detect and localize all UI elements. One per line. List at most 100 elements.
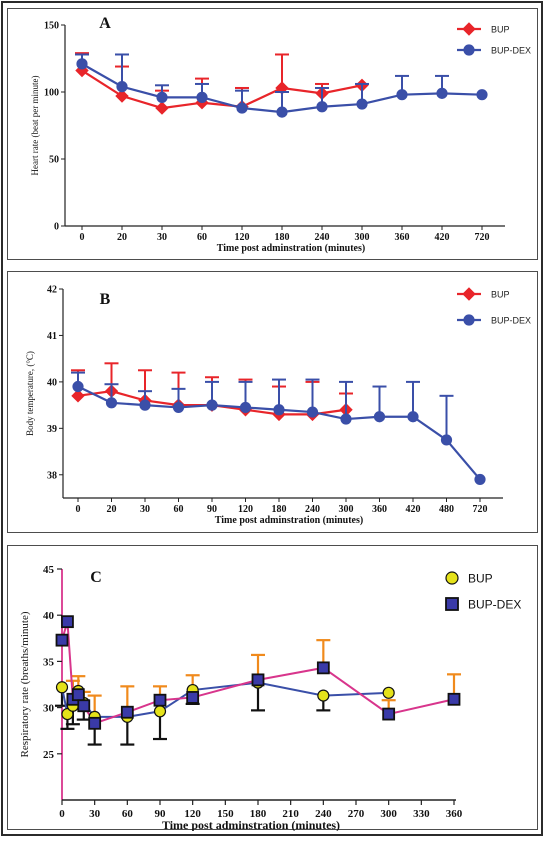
x-tick-label: 360 [446, 808, 463, 820]
y-tick-label: 45 [43, 564, 55, 576]
data-point [356, 98, 368, 110]
data-point [276, 106, 288, 118]
data-point [71, 688, 85, 702]
y-axis-label: Respiratory rate (breaths/minute) [19, 611, 31, 757]
legend-label: BUP-DEX [468, 598, 521, 612]
data-point [172, 401, 185, 414]
x-tick-label: 20 [107, 504, 117, 515]
y-tick-label: 40 [47, 377, 57, 388]
x-tick-label: 120 [235, 232, 250, 243]
data-point [153, 705, 167, 718]
x-tick-label: 240 [315, 808, 332, 820]
x-tick-label: 30 [89, 808, 101, 820]
legend-label: BUP [491, 290, 510, 300]
data-point [373, 411, 386, 423]
data-point [206, 399, 218, 411]
x-tick-label: 720 [473, 504, 488, 515]
data-point [156, 91, 168, 103]
data-point [153, 693, 167, 707]
data-point [139, 399, 151, 411]
data-point [474, 473, 486, 486]
y-tick-label: 38 [47, 470, 57, 481]
x-tick-label: 120 [238, 504, 253, 515]
x-tick-label: 420 [406, 504, 421, 515]
data-point [382, 707, 396, 721]
x-tick-label: 180 [272, 504, 287, 515]
panel-label: C [90, 569, 102, 586]
data-point [382, 686, 395, 699]
data-point [196, 91, 208, 103]
data-point [407, 411, 419, 423]
x-tick-label: 60 [197, 232, 207, 243]
x-tick-label: 30 [140, 504, 150, 515]
x-tick-label: 480 [439, 504, 454, 515]
legend-marker [463, 314, 475, 326]
x-axis-label: Time post adminstration (minutes) [162, 818, 340, 831]
data-point [61, 615, 74, 629]
series-bup-dex [71, 371, 486, 486]
data-point [436, 87, 448, 99]
data-point [317, 689, 330, 702]
y-tick-label: 100 [44, 88, 59, 99]
y-tick-label: 39 [47, 424, 57, 435]
x-tick-label: 420 [435, 232, 450, 243]
y-tick-label: 25 [43, 749, 55, 761]
series-bup [55, 676, 395, 723]
x-tick-label: 240 [305, 504, 320, 515]
x-tick-label: 360 [395, 232, 410, 243]
y-tick-label: 150 [44, 21, 59, 32]
x-tick-label: 0 [80, 232, 85, 243]
x-tick-label: 180 [250, 808, 267, 820]
data-point [236, 102, 248, 114]
y-axis-label: Heart rate (beat per minute) [30, 76, 40, 176]
x-tick-label: 150 [217, 808, 234, 820]
series-bup-dex [75, 53, 488, 118]
legend-marker [445, 571, 459, 585]
x-tick-label: 90 [207, 504, 217, 515]
data-point [116, 81, 128, 93]
x-tick-label: 360 [372, 504, 387, 515]
data-point [120, 705, 134, 719]
x-tick-label: 120 [184, 808, 201, 820]
data-point [447, 692, 461, 706]
series-line [81, 69, 363, 110]
panel-b: 38 39 40 41 42 0 20 30 60 90 120 180 240 300 360 420 480… [7, 271, 538, 533]
y-tick-label: 50 [49, 155, 59, 166]
data-point [251, 673, 265, 687]
data-point [88, 716, 102, 730]
data-point [340, 413, 352, 425]
data-point [396, 89, 408, 101]
data-point [55, 681, 69, 694]
x-tick-label: 90 [155, 808, 167, 820]
x-tick-label: 30 [157, 232, 167, 243]
legend-label: BUP [491, 25, 510, 35]
legend-marker [463, 44, 475, 56]
data-point [115, 89, 129, 103]
data-point [316, 101, 328, 113]
x-tick-label: 210 [282, 808, 299, 820]
data-point [72, 380, 84, 393]
y-tick-label: 30 [43, 703, 55, 715]
panel-a: 0 50 100 150 0 20 30 60 120 180 240 300 360 420 720 Tim… [7, 8, 538, 260]
x-tick-label: 300 [339, 504, 354, 515]
x-tick-label: 180 [275, 232, 290, 243]
data-point [155, 101, 169, 115]
y-tick-label: 40 [43, 610, 55, 622]
data-point [61, 707, 74, 721]
x-tick-label: 240 [315, 232, 330, 243]
respiratory-rate-chart: 25 30 35 40 45 0 30 60 90 120 150 180 210 240 270 300 33… [19, 564, 521, 831]
series-bup-dex [55, 615, 461, 730]
heart-rate-chart: 0 50 100 150 0 20 30 60 120 180 240 300 360 420 720 Tim… [30, 15, 531, 254]
data-point [239, 401, 252, 414]
x-tick-label: 0 [59, 808, 65, 820]
x-tick-label: 300 [355, 232, 370, 243]
data-point [440, 434, 453, 446]
legend-marker [462, 287, 476, 301]
data-point [55, 633, 69, 647]
legend-label: BUP [468, 572, 493, 586]
data-point [77, 699, 91, 713]
y-tick-label: 35 [43, 656, 55, 668]
x-axis-label: Time post adminstration (minutes) [217, 243, 365, 254]
data-point [71, 389, 85, 403]
